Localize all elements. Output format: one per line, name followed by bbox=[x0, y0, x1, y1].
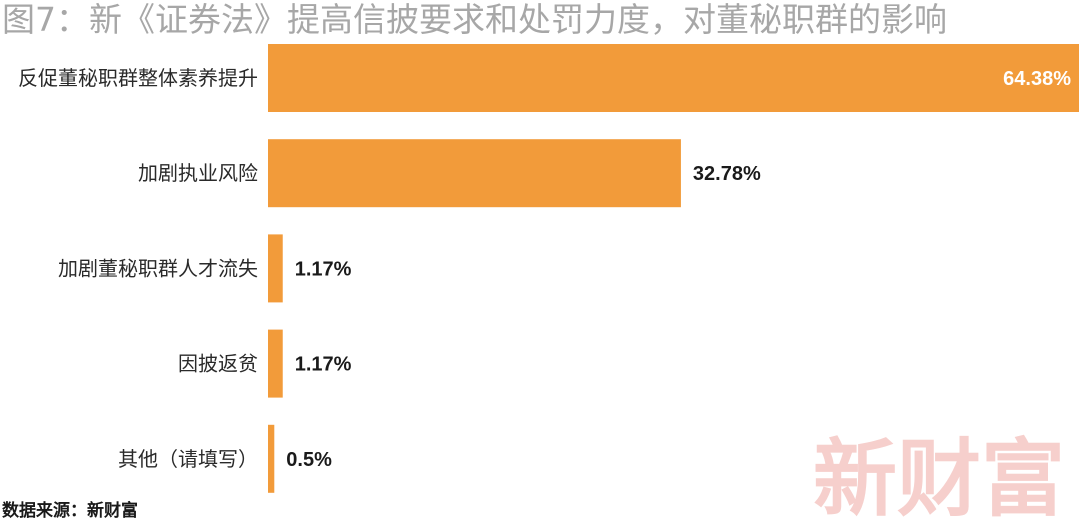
bar-0 bbox=[268, 44, 1079, 112]
category-label-3: 因披返贫 bbox=[178, 352, 258, 376]
value-label-3: 1.17% bbox=[295, 354, 352, 376]
category-label-4: 其他（请填写） bbox=[118, 447, 258, 471]
data-source-note: 数据来源：新财富 bbox=[2, 501, 138, 521]
category-label-0: 反促董秘职群整体素养提升 bbox=[18, 66, 258, 90]
bars-layer bbox=[268, 44, 1079, 493]
chart-title: 图7：新《证券法》提高信披要求和处罚力度，对董秘职群的影响 bbox=[2, 0, 947, 39]
bar-1 bbox=[268, 139, 681, 208]
category-label-2: 加剧董秘职群人才流失 bbox=[58, 256, 258, 280]
value-label-4: 0.5% bbox=[286, 449, 332, 471]
watermark-logo: 新财富 bbox=[813, 429, 1065, 522]
category-label-1: 加剧执业风险 bbox=[138, 161, 258, 185]
bar-2 bbox=[268, 234, 283, 303]
value-label-1: 32.78% bbox=[693, 163, 761, 185]
bar-3 bbox=[268, 329, 283, 398]
labels-layer: 反促董秘职群整体素养提升 64.38% 加剧执业风险 32.78% 加剧董秘职群人才流失… bbox=[18, 66, 1071, 471]
watermark-text: 新财富 bbox=[813, 429, 1065, 522]
value-label-0: 64.38% bbox=[1003, 68, 1071, 90]
value-label-2: 1.17% bbox=[295, 258, 352, 280]
bar-4 bbox=[268, 424, 275, 493]
